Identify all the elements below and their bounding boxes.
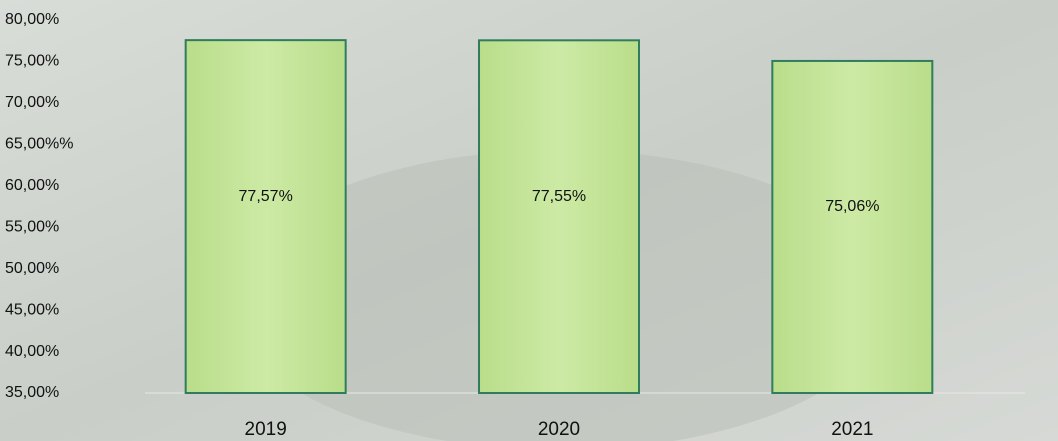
bar: [771, 59, 934, 394]
y-tick-label: 75,00%: [5, 53, 59, 70]
y-tick-label: 60,00%: [5, 177, 59, 194]
x-tick-label: 2020: [538, 419, 580, 440]
x-tick-label: 2021: [831, 419, 873, 440]
bar: [184, 39, 347, 394]
bar: [478, 39, 640, 395]
y-tick-label: 45,00%: [5, 301, 59, 318]
y-tick-label: 35,00%: [5, 384, 59, 401]
data-label: 77,55%: [532, 188, 586, 205]
y-tick-label: 65,00%%: [5, 136, 74, 153]
data-label: 75,06%: [825, 198, 879, 215]
y-tick-label: 50,00%: [5, 260, 59, 277]
y-tick-label: 55,00%: [5, 218, 59, 235]
data-label: 77,57%: [239, 188, 293, 205]
y-tick-label: 70,00%: [5, 94, 59, 111]
y-tick-label: 40,00%: [5, 343, 59, 360]
y-tick-label: 80,00%: [5, 11, 59, 28]
x-tick-label: 2019: [245, 419, 287, 440]
